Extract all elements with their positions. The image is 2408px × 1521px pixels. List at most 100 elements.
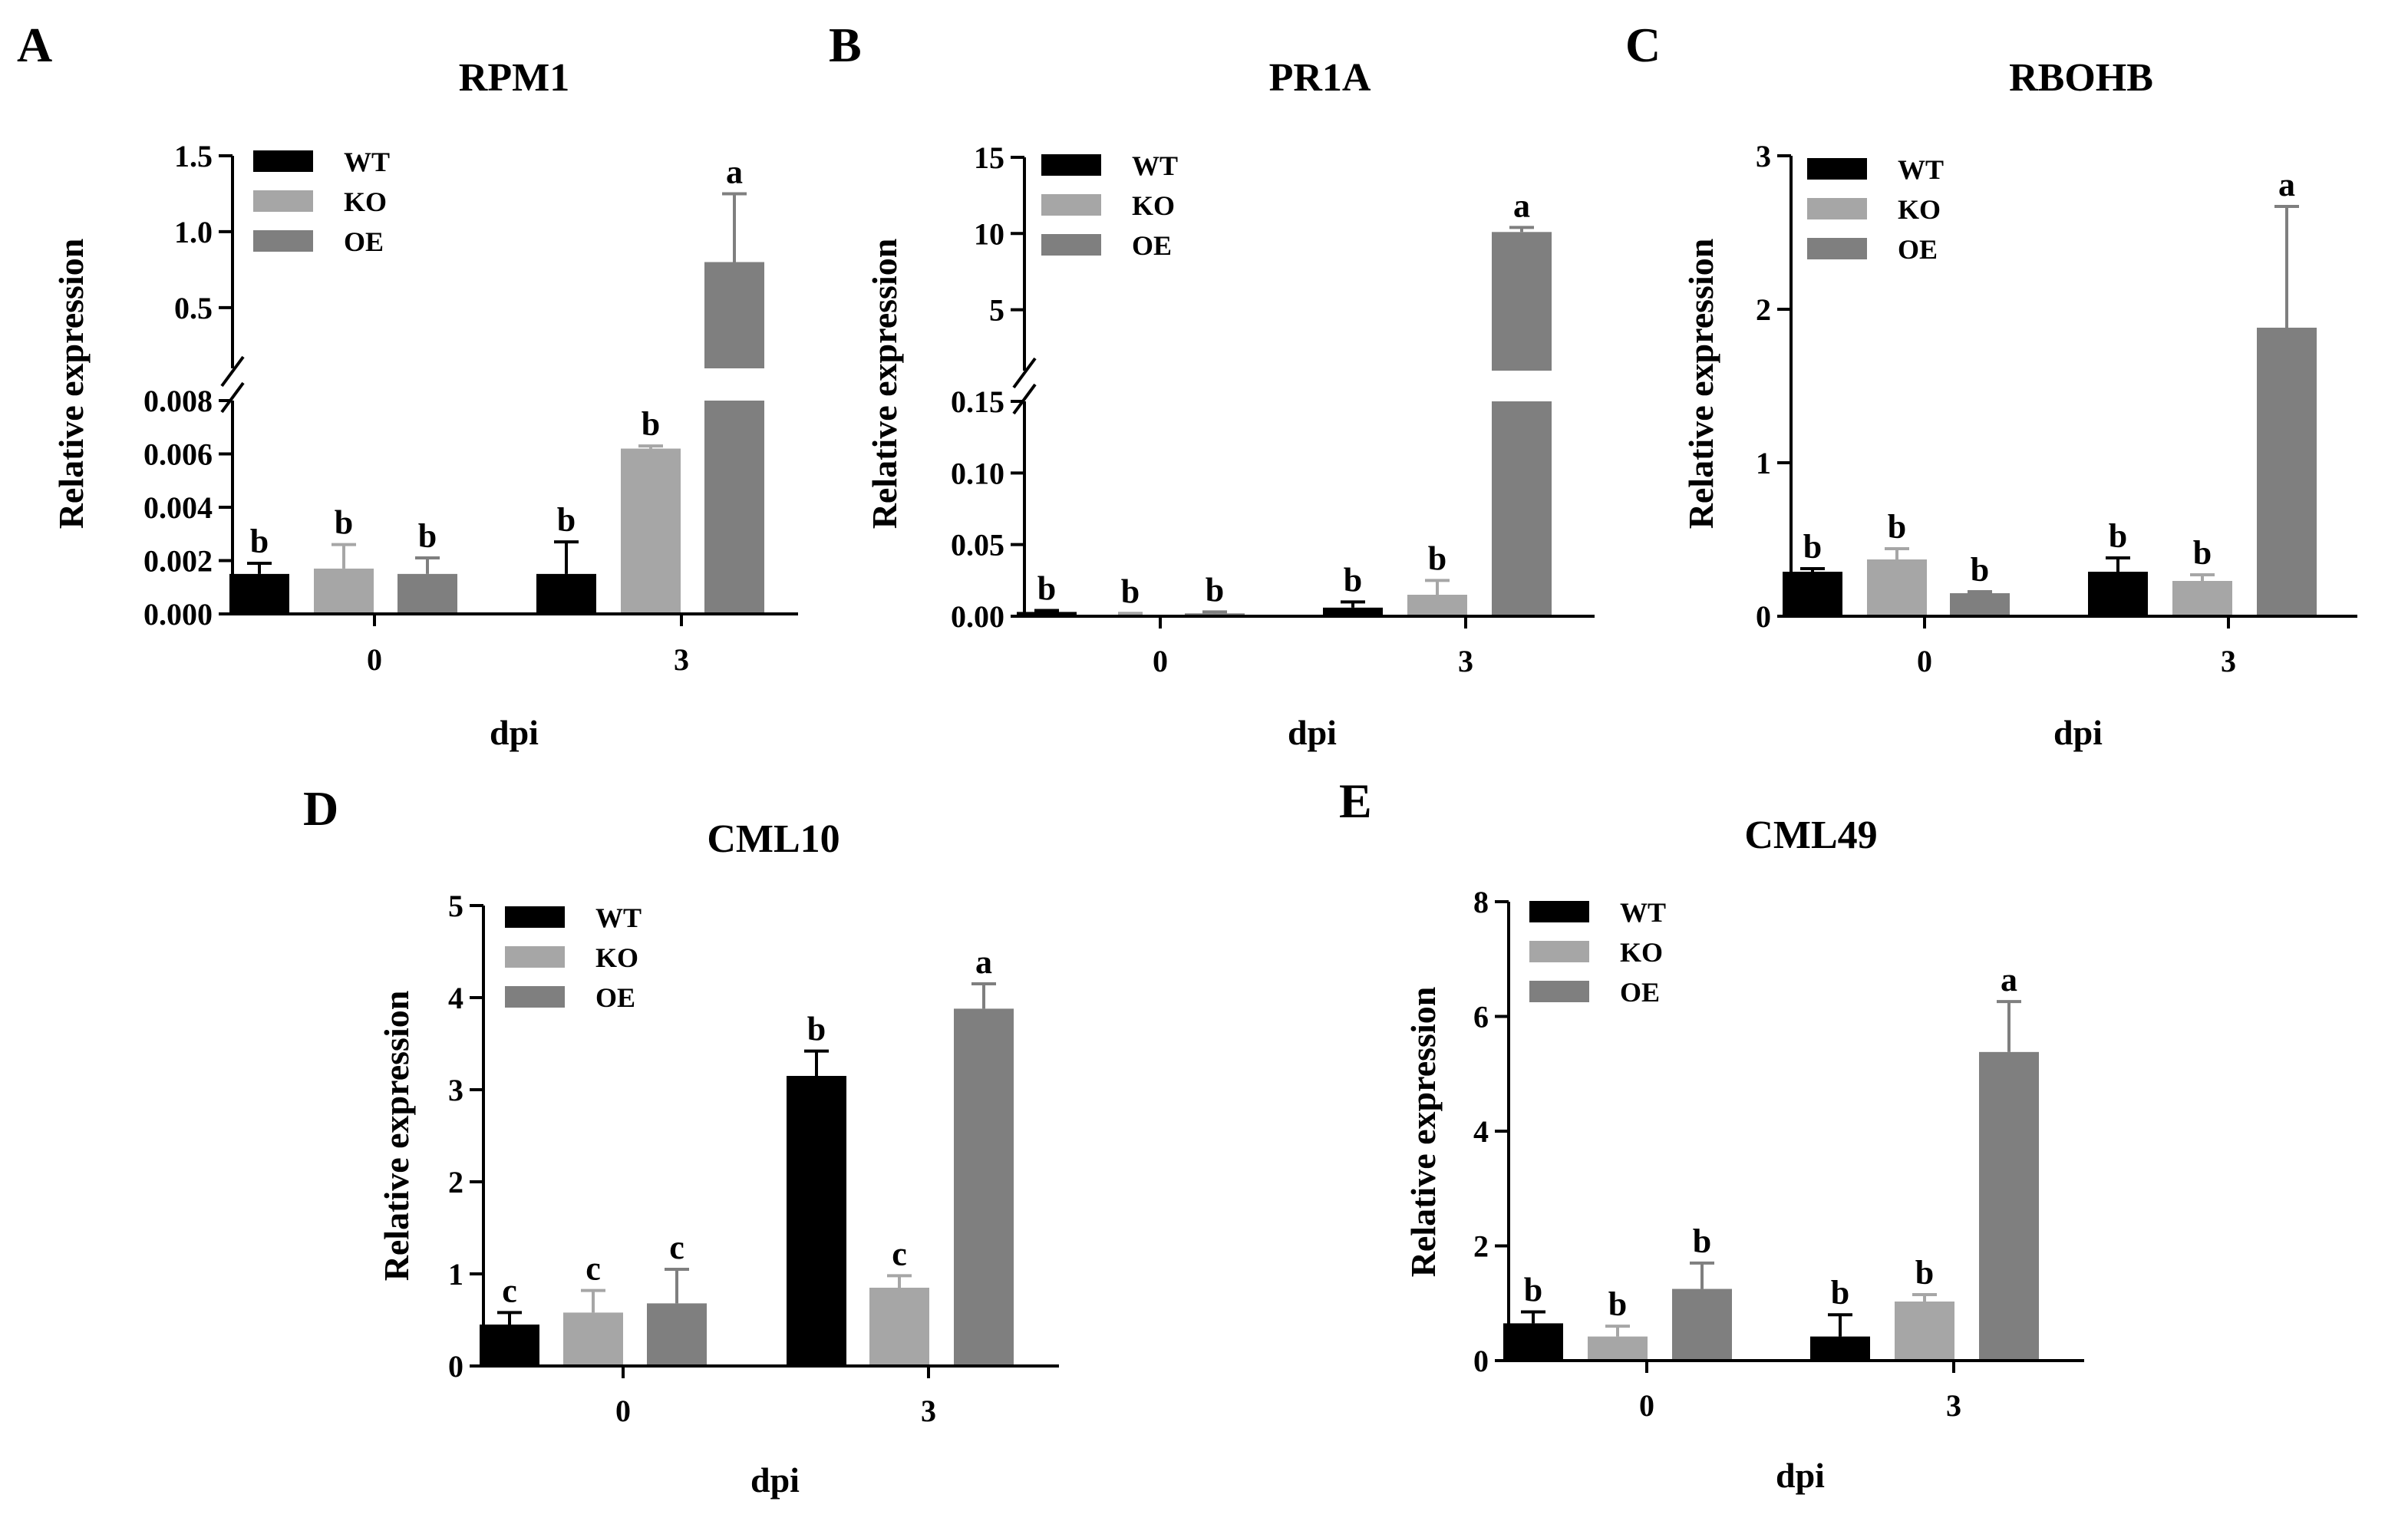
bar-oe-3-lower — [704, 401, 764, 614]
significance-letter: b — [1524, 1271, 1542, 1308]
significance-letter: b — [2193, 534, 2212, 572]
x-tick-label: 0 — [1153, 644, 1168, 678]
x-tick-label: 0 — [1917, 644, 1932, 678]
bar-wt-3 — [1323, 607, 1383, 616]
significance-letter: c — [892, 1235, 907, 1272]
legend-swatch-wt — [505, 906, 565, 928]
y-tick-label: 2 — [448, 1165, 463, 1199]
y-tick-label: 5 — [448, 889, 463, 923]
x-tick-label: 3 — [2221, 644, 2236, 678]
x-tick-label: 3 — [1458, 644, 1473, 678]
x-axis-label: dpi — [750, 1460, 800, 1500]
legend-swatch-wt — [1807, 158, 1867, 180]
bar-wt-3 — [1810, 1336, 1870, 1361]
panel-letter: A — [17, 18, 52, 72]
significance-letter: b — [1915, 1254, 1934, 1292]
legend-label-ko: KO — [1898, 194, 1941, 225]
panel-letter: B — [829, 18, 862, 72]
significance-letter: b — [1344, 561, 1362, 599]
legend-label-ko: KO — [595, 942, 638, 973]
significance-letter: b — [1888, 508, 1906, 546]
y-tick-label: 2 — [1756, 292, 1771, 327]
x-tick-label: 0 — [615, 1394, 631, 1428]
legend-label-wt: WT — [1620, 897, 1666, 928]
legend-label-wt: WT — [344, 147, 390, 177]
x-axis-label: dpi — [1776, 1456, 1825, 1495]
bar-ko-3 — [2172, 581, 2232, 616]
chart-title: CML10 — [707, 817, 840, 861]
chart-panel-c: C RBOHB Relative expression dpi 0 1 2 3 b b b b b a 0 3… — [1625, 18, 2357, 752]
bar-oe-0 — [1672, 1288, 1732, 1361]
legend-label-oe: OE — [1132, 230, 1172, 261]
x-tick-label: 0 — [1639, 1388, 1654, 1423]
y-tick-label: 0.002 — [143, 544, 213, 579]
x-axis-label: dpi — [490, 713, 539, 752]
bar-oe-0 — [647, 1303, 707, 1366]
bar-oe-3 — [954, 1008, 1014, 1366]
significance-letter: b — [1608, 1285, 1627, 1323]
bar-wt-0 — [1783, 572, 1842, 616]
y-tick-label: 0.05 — [951, 528, 1004, 563]
bar-wt-0 — [480, 1325, 539, 1366]
y-axis-label: Relative expression — [377, 991, 416, 1282]
significance-letter: b — [2109, 517, 2127, 555]
bar-wt-0 — [1503, 1323, 1563, 1361]
legend-label-oe: OE — [344, 226, 384, 257]
significance-letter: a — [975, 943, 992, 981]
y-tick-label: 1 — [1756, 446, 1771, 480]
panel-letter: C — [1625, 18, 1661, 72]
y-tick-label: 0.5 — [174, 291, 213, 325]
bar-oe-3 — [704, 262, 764, 368]
bar-oe-3 — [1492, 232, 1552, 371]
significance-letter: b — [1693, 1222, 1711, 1260]
legend-label-ko: KO — [1132, 190, 1175, 221]
y-tick-label: 8 — [1473, 885, 1489, 919]
panel-letter: E — [1339, 774, 1372, 828]
bar-oe-0 — [1950, 593, 2010, 616]
legend-label-ko: KO — [344, 186, 387, 217]
chart-title: RPM1 — [459, 56, 569, 100]
legend-label-ko: KO — [1620, 937, 1663, 968]
significance-letter: b — [1803, 528, 1822, 566]
y-tick-label: 5 — [989, 293, 1004, 328]
bar-oe-0 — [397, 573, 457, 614]
y-tick-label: 0 — [1473, 1344, 1489, 1378]
significance-letter: b — [557, 501, 576, 539]
significance-letter: b — [1971, 551, 1989, 589]
axis-break-mark — [220, 355, 245, 388]
y-tick-label: 4 — [448, 981, 463, 1015]
legend-swatch-wt — [253, 150, 313, 172]
chart-panel-d: D CML10 Relative expression dpi 0 1 2 3 4 5 c b c c c a… — [303, 781, 1059, 1500]
significance-letter: b — [250, 523, 269, 560]
y-axis-label: Relative expression — [51, 239, 91, 530]
significance-letter: b — [335, 504, 353, 542]
significance-letter: b — [1037, 570, 1056, 608]
y-tick-label: 4 — [1473, 1114, 1489, 1149]
chart-panel-b: B PR1A Relative expression dpi 0.00 0.05 0.10 0… — [829, 18, 1595, 752]
significance-letter: c — [502, 1272, 517, 1309]
significance-letter: a — [2278, 166, 2295, 203]
y-axis-label: Relative expression — [1681, 239, 1720, 530]
bar-wt-3 — [787, 1076, 846, 1366]
significance-letter: c — [669, 1229, 684, 1266]
bar-ko-0 — [1588, 1336, 1648, 1361]
y-tick-label: 0.006 — [143, 437, 213, 472]
legend-swatch-wt — [1041, 154, 1101, 176]
y-tick-label: 1.5 — [174, 139, 213, 173]
axis-break-mark — [1012, 357, 1037, 389]
y-axis-label: Relative expression — [1404, 987, 1443, 1278]
significance-letter: a — [726, 153, 743, 190]
x-tick-label: 3 — [921, 1394, 936, 1428]
legend-swatch-ko — [1041, 194, 1101, 216]
legend-swatch-oe — [253, 230, 313, 252]
y-tick-label: 0.000 — [143, 597, 213, 632]
legend-swatch-ko — [1529, 941, 1589, 962]
legend-swatch-ko — [253, 190, 313, 212]
y-tick-label: 15 — [974, 140, 1004, 175]
legend-label-oe: OE — [595, 982, 635, 1013]
chart-panel-a: A RPM1 Relative expression dpi 0.000 0.002 0.0… — [17, 18, 798, 752]
chart-title: RBOHB — [2009, 56, 2153, 100]
significance-letter: b — [1831, 1274, 1849, 1311]
legend-swatch-oe — [505, 986, 565, 1008]
chart-title: PR1A — [1269, 56, 1371, 100]
